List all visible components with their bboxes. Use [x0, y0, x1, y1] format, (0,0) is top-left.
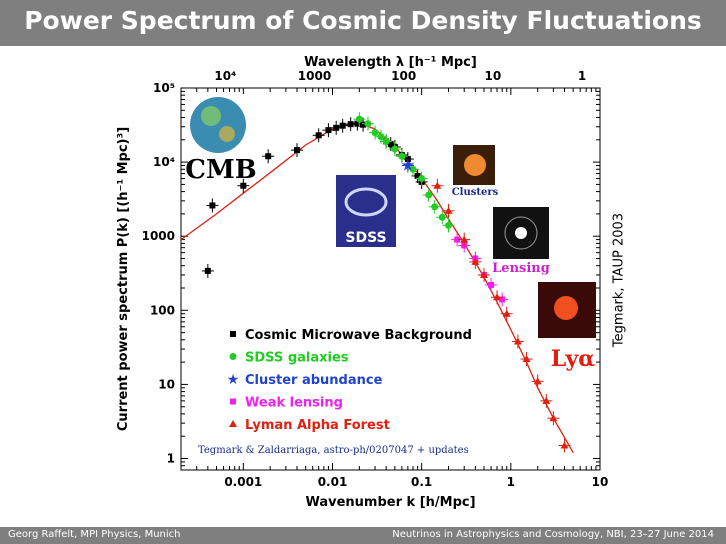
- data-point: [549, 414, 558, 422]
- data-point: [425, 191, 433, 199]
- y-axis-label: Current power spectrum P(k) [(h⁻¹ Mpc)³]: [116, 127, 131, 431]
- legend-label: Lyman Alpha Forest: [245, 418, 390, 433]
- cmb-map-spot: [219, 126, 235, 142]
- x-tick-label: 1: [507, 475, 515, 489]
- data-point: [265, 153, 272, 160]
- lyman-alpha-label: Lyα: [551, 346, 595, 372]
- x-axis-label: Wavenumber k [h/Mpc]: [305, 495, 475, 510]
- data-point: [471, 257, 480, 265]
- data-point: [433, 181, 442, 189]
- data-point: [522, 355, 531, 363]
- data-point: [445, 221, 453, 229]
- footer-author: Georg Raffelt, MPI Physics, Munich: [8, 529, 181, 540]
- legend-label: Weak lensing: [245, 396, 343, 411]
- data-point: [502, 309, 511, 317]
- lensing-image-core: [515, 227, 527, 239]
- data-point: [398, 152, 406, 160]
- data-point: [204, 267, 211, 274]
- y-tick-label: 10⁵: [153, 81, 175, 95]
- data-point: [347, 121, 354, 128]
- data-point: [479, 270, 488, 278]
- legend-marker: [230, 398, 236, 405]
- legend-label: Cosmic Microwave Background: [245, 328, 472, 343]
- data-point: [377, 133, 385, 141]
- cmb-map-sphere: [190, 97, 246, 153]
- y-tick-label: 1: [167, 452, 175, 466]
- data-point: [418, 175, 426, 183]
- top-tick-label: 1000: [298, 69, 331, 83]
- lyman-alpha-image-glow: [554, 296, 578, 320]
- y-tick-label: 10: [158, 377, 175, 391]
- y-tick-label: 1000: [142, 229, 175, 243]
- legend-label: Cluster abundance: [245, 373, 383, 388]
- sdss-label: SDSS: [345, 230, 386, 246]
- title-bar: [0, 0, 726, 46]
- lensing-image-arc: [504, 216, 538, 250]
- data-point: [391, 145, 399, 153]
- data-point: [333, 124, 340, 131]
- data-point: [294, 147, 301, 154]
- footer-bar: Georg Raffelt, MPI Physics, Munich Neutr…: [0, 527, 726, 544]
- data-point: [431, 203, 439, 211]
- data-point: [360, 121, 367, 128]
- cmb-label: CMB: [185, 155, 256, 185]
- x-tick-label: 0.001: [224, 475, 262, 489]
- legend-marker: [230, 331, 236, 337]
- legend-label: SDSS galaxies: [245, 351, 349, 366]
- credit-label: Tegmark, TAUP 2003: [611, 212, 627, 348]
- data-point: [542, 396, 551, 404]
- data-point: [371, 129, 379, 137]
- cmb-map-spot: [201, 106, 221, 126]
- data-point: [387, 141, 394, 148]
- citation-text: Tegmark & Zaldarriaga, astro-ph/0207047 …: [198, 445, 469, 456]
- sdss-logo-ring: [344, 187, 388, 217]
- legend-marker: [229, 420, 237, 427]
- top-tick-label: 1: [578, 69, 586, 83]
- footer-event: Neutrinos in Astrophysics and Cosmology,…: [392, 529, 714, 540]
- data-point: [354, 120, 361, 127]
- data-point: [315, 132, 322, 139]
- data-point: [339, 122, 346, 129]
- data-point: [209, 202, 216, 209]
- data-point: [414, 172, 421, 179]
- data-point: [560, 441, 569, 449]
- top-axis-label: Wavelength λ [h⁻¹ Mpc]: [304, 55, 477, 70]
- data-point: [499, 296, 506, 303]
- top-tick-label: 10⁴: [214, 69, 236, 83]
- plot-frame: [180, 87, 601, 471]
- y-tick-label: 10⁴: [153, 155, 175, 169]
- y-tick-label: 100: [150, 303, 175, 317]
- slide-title: Power Spectrum of Cosmic Density Fluctua…: [24, 6, 702, 35]
- power-spectrum-chart: 0.001 0.01 0.1 1 10 1 10 100 1000 10⁴ 10⁵ 10⁴ 1000 10…: [103, 50, 623, 524]
- data-point: [454, 236, 461, 243]
- data-point: [533, 377, 542, 385]
- data-point: [488, 281, 495, 288]
- data-point: [409, 165, 417, 173]
- data-point: ★: [401, 155, 415, 174]
- top-tick-label: 100: [391, 69, 416, 83]
- legend-marker: [229, 353, 237, 360]
- legend-marker: ★: [227, 372, 240, 388]
- sdss-logo: [336, 175, 396, 247]
- data-point: [355, 115, 363, 123]
- data-point: [364, 120, 372, 128]
- clusters-image-glow: [464, 154, 486, 176]
- x-tick-label: 0.01: [318, 475, 348, 489]
- data-point: [438, 213, 446, 221]
- top-tick-label: 10: [484, 69, 501, 83]
- data-point: [444, 206, 453, 214]
- data-point: [240, 182, 247, 189]
- x-tick-label: 10: [592, 475, 609, 489]
- x-tick-label: 0.1: [411, 475, 432, 489]
- data-point: [513, 337, 522, 345]
- clusters-label: Clusters: [452, 187, 499, 198]
- data-point: [325, 127, 332, 134]
- data-point: [382, 137, 390, 145]
- lensing-label: Lensing: [492, 261, 550, 276]
- data-point: [460, 235, 469, 243]
- data-point: [493, 293, 502, 301]
